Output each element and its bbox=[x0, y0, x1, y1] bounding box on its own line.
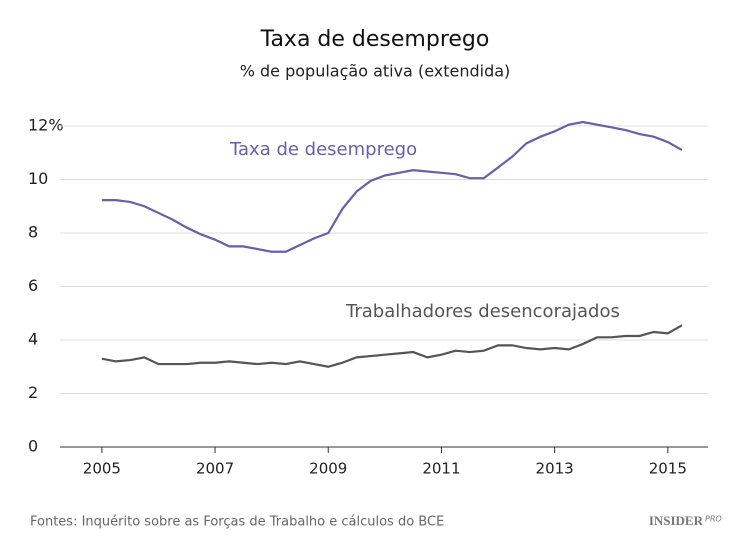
series-line bbox=[101, 120, 683, 253]
y-tick-label: 10 bbox=[28, 169, 48, 188]
x-tick-label: 2013 bbox=[536, 460, 574, 478]
series-label: Taxa de desemprego bbox=[229, 139, 417, 160]
logo-tag: PRO bbox=[705, 515, 722, 524]
x-tick-label: 2007 bbox=[196, 460, 234, 478]
chart-subtitle: % de população ativa (extendida) bbox=[240, 62, 511, 81]
y-tick-label: 8 bbox=[28, 223, 38, 242]
series-label: Trabalhadores desencorajados bbox=[345, 301, 620, 322]
y-tick-label: 6 bbox=[28, 276, 38, 295]
x-tick-label: 2015 bbox=[649, 460, 687, 478]
y-tick-label: 4 bbox=[28, 330, 38, 349]
x-tick-label: 2011 bbox=[422, 460, 460, 478]
y-tick-label: 2 bbox=[28, 383, 38, 402]
x-tick-label: 2005 bbox=[83, 460, 121, 478]
x-tick-label: 2009 bbox=[309, 460, 347, 478]
source: Fontes: Inquérito sobre as Forças de Tra… bbox=[30, 515, 444, 530]
series-line bbox=[101, 324, 683, 368]
y-tick-label: 12% bbox=[28, 116, 64, 135]
chart-title: Taxa de desemprego bbox=[260, 27, 490, 52]
logo: INSIDER bbox=[649, 513, 704, 528]
y-tick-label: 0 bbox=[28, 437, 38, 456]
